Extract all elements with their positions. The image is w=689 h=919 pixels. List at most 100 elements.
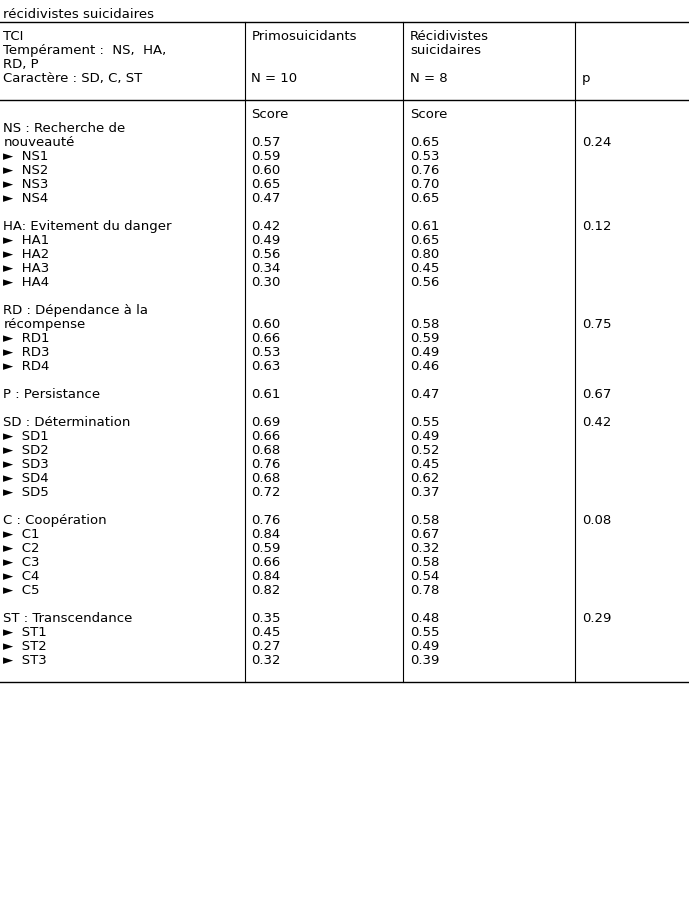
Text: 0.56: 0.56 [410, 276, 440, 289]
Text: TCI: TCI [3, 30, 24, 43]
Text: 0.42: 0.42 [251, 220, 281, 233]
Text: 0.65: 0.65 [251, 178, 281, 191]
Text: 0.35: 0.35 [251, 612, 281, 625]
Text: 0.54: 0.54 [410, 570, 440, 583]
Text: ►  NS3: ► NS3 [3, 178, 49, 191]
Text: ►  ST1: ► ST1 [3, 626, 47, 639]
Text: ►  SD5: ► SD5 [3, 486, 49, 499]
Text: 0.65: 0.65 [410, 136, 440, 149]
Text: 0.52: 0.52 [410, 444, 440, 457]
Text: 0.80: 0.80 [410, 248, 439, 261]
Text: 0.24: 0.24 [582, 136, 612, 149]
Text: 0.65: 0.65 [410, 234, 440, 247]
Text: 0.49: 0.49 [410, 430, 439, 443]
Text: 0.84: 0.84 [251, 528, 280, 541]
Text: 0.45: 0.45 [410, 262, 440, 275]
Text: 0.72: 0.72 [251, 486, 281, 499]
Text: suicidaires: suicidaires [410, 44, 481, 57]
Text: 0.47: 0.47 [251, 192, 281, 205]
Text: 0.68: 0.68 [251, 472, 280, 485]
Text: 0.45: 0.45 [410, 458, 440, 471]
Text: 0.76: 0.76 [251, 458, 281, 471]
Text: ►  C5: ► C5 [3, 584, 40, 597]
Text: 0.65: 0.65 [410, 192, 440, 205]
Text: 0.60: 0.60 [251, 318, 280, 331]
Text: 0.42: 0.42 [582, 416, 612, 429]
Text: 0.76: 0.76 [251, 514, 281, 527]
Text: 0.32: 0.32 [410, 542, 440, 555]
Text: ►  SD4: ► SD4 [3, 472, 49, 485]
Text: 0.55: 0.55 [410, 416, 440, 429]
Text: 0.37: 0.37 [410, 486, 440, 499]
Text: 0.56: 0.56 [251, 248, 281, 261]
Text: N = 10: N = 10 [251, 72, 298, 85]
Text: ►  RD1: ► RD1 [3, 332, 50, 345]
Text: 0.46: 0.46 [410, 360, 439, 373]
Text: 0.78: 0.78 [410, 584, 440, 597]
Text: 0.29: 0.29 [582, 612, 612, 625]
Text: 0.68: 0.68 [251, 444, 280, 457]
Text: 0.61: 0.61 [251, 388, 281, 401]
Text: 0.66: 0.66 [251, 556, 280, 569]
Text: 0.59: 0.59 [410, 332, 440, 345]
Text: 0.45: 0.45 [251, 626, 281, 639]
Text: 0.47: 0.47 [410, 388, 440, 401]
Text: NS : Recherche de: NS : Recherche de [3, 122, 125, 135]
Text: ►  RD4: ► RD4 [3, 360, 50, 373]
Text: 0.82: 0.82 [251, 584, 281, 597]
Text: N = 8: N = 8 [410, 72, 448, 85]
Text: 0.76: 0.76 [410, 164, 440, 177]
Text: 0.49: 0.49 [410, 346, 439, 359]
Text: 0.58: 0.58 [410, 514, 440, 527]
Text: Tempérament :  NS,  HA,: Tempérament : NS, HA, [3, 44, 167, 57]
Text: ►  HA2: ► HA2 [3, 248, 50, 261]
Text: 0.34: 0.34 [251, 262, 281, 275]
Text: ►  SD2: ► SD2 [3, 444, 49, 457]
Text: Récidivistes: Récidivistes [410, 30, 489, 43]
Text: 0.32: 0.32 [251, 654, 281, 667]
Text: Score: Score [251, 108, 289, 121]
Text: 0.39: 0.39 [410, 654, 440, 667]
Text: 0.66: 0.66 [251, 332, 280, 345]
Text: Score: Score [410, 108, 447, 121]
Text: 0.08: 0.08 [582, 514, 611, 527]
Text: ►  ST2: ► ST2 [3, 640, 47, 653]
Text: 0.58: 0.58 [410, 318, 440, 331]
Text: HA: Evitement du danger: HA: Evitement du danger [3, 220, 172, 233]
Text: ►  NS2: ► NS2 [3, 164, 49, 177]
Text: 0.27: 0.27 [251, 640, 281, 653]
Text: nouveauté: nouveauté [3, 136, 75, 149]
Text: 0.48: 0.48 [410, 612, 439, 625]
Text: 0.55: 0.55 [410, 626, 440, 639]
Text: 0.57: 0.57 [251, 136, 281, 149]
Text: 0.69: 0.69 [251, 416, 280, 429]
Text: C : Coopération: C : Coopération [3, 514, 107, 527]
Text: 0.53: 0.53 [410, 150, 440, 163]
Text: ►  ST3: ► ST3 [3, 654, 47, 667]
Text: 0.59: 0.59 [251, 150, 281, 163]
Text: ►  NS4: ► NS4 [3, 192, 49, 205]
Text: 0.30: 0.30 [251, 276, 281, 289]
Text: ►  C4: ► C4 [3, 570, 40, 583]
Text: RD : Dépendance à la: RD : Dépendance à la [3, 304, 148, 317]
Text: ►  C3: ► C3 [3, 556, 40, 569]
Text: 0.53: 0.53 [251, 346, 281, 359]
Text: ►  SD1: ► SD1 [3, 430, 49, 443]
Text: ST : Transcendance: ST : Transcendance [3, 612, 133, 625]
Text: 0.49: 0.49 [251, 234, 280, 247]
Text: ►  HA1: ► HA1 [3, 234, 50, 247]
Text: 0.63: 0.63 [251, 360, 281, 373]
Text: 0.67: 0.67 [410, 528, 440, 541]
Text: ►  SD3: ► SD3 [3, 458, 49, 471]
Text: récidivistes suicidaires: récidivistes suicidaires [3, 8, 154, 21]
Text: ►  HA4: ► HA4 [3, 276, 50, 289]
Text: 0.61: 0.61 [410, 220, 440, 233]
Text: RD, P: RD, P [3, 58, 39, 71]
Text: 0.49: 0.49 [410, 640, 439, 653]
Text: 0.67: 0.67 [582, 388, 612, 401]
Text: Primosuicidants: Primosuicidants [251, 30, 357, 43]
Text: p: p [582, 72, 590, 85]
Text: 0.75: 0.75 [582, 318, 612, 331]
Text: 0.60: 0.60 [251, 164, 280, 177]
Text: ►  C2: ► C2 [3, 542, 40, 555]
